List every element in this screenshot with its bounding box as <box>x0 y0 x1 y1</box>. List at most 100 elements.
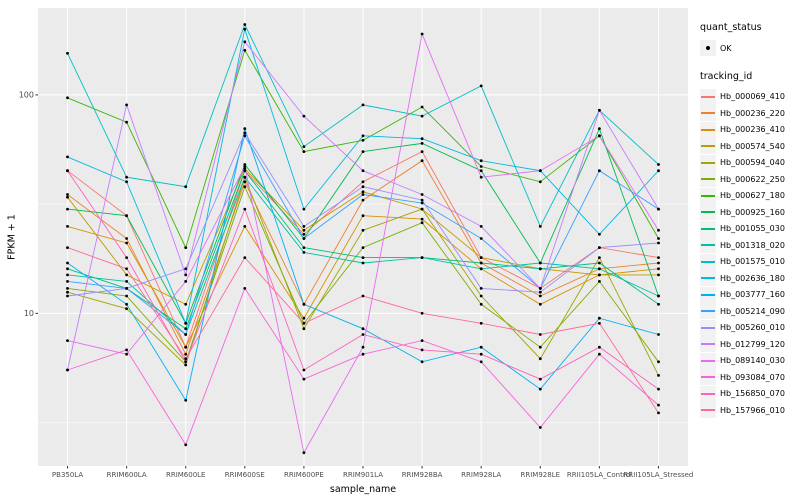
data-point <box>479 294 483 298</box>
legend-label: Hb_000574_540 <box>720 141 785 151</box>
data-point <box>125 280 128 283</box>
data-point <box>598 127 601 131</box>
data-point <box>302 368 306 372</box>
data-point <box>243 165 247 168</box>
data-point <box>66 267 69 271</box>
data-point <box>657 207 660 211</box>
data-point <box>125 267 128 271</box>
data-point <box>598 108 601 112</box>
legend-label: Hb_005214_090 <box>720 306 785 316</box>
data-point <box>361 333 365 336</box>
data-point <box>479 256 483 259</box>
data-point <box>420 311 424 315</box>
legend-item: Hb_000236_220 <box>700 105 800 122</box>
legend-label: Hb_003777_160 <box>720 290 785 300</box>
data-point <box>66 339 69 342</box>
legend-label: Hb_157966_010 <box>720 405 785 415</box>
legend-label: OK <box>720 43 732 53</box>
series-line-icon <box>700 204 716 221</box>
data-point <box>479 321 483 325</box>
x-tick-label: RRIM928LA <box>461 471 501 479</box>
series-line-icon <box>700 88 716 105</box>
legend-label: Hb_000236_220 <box>720 108 785 118</box>
data-point <box>538 387 542 391</box>
data-point <box>243 23 247 26</box>
data-point <box>184 398 188 402</box>
data-point <box>125 237 128 240</box>
legend-item: Hb_000236_410 <box>700 121 800 139</box>
series-line-icon <box>700 253 716 270</box>
data-point <box>420 201 424 205</box>
data-point <box>243 175 247 179</box>
data-point <box>598 267 601 271</box>
legend-label: Hb_002636_180 <box>720 273 785 283</box>
data-point <box>420 217 424 221</box>
data-point <box>125 241 128 245</box>
legend-item: Hb_003777_160 <box>700 286 800 304</box>
data-point <box>538 345 542 349</box>
data-point <box>125 302 128 306</box>
x-tick-label: PB350LA <box>52 471 83 479</box>
data-point <box>479 237 483 240</box>
data-point <box>538 357 542 361</box>
data-point <box>420 105 424 109</box>
data-point <box>657 411 660 415</box>
data-point <box>479 84 483 88</box>
data-point <box>598 134 601 138</box>
data-point <box>657 261 660 265</box>
data-point <box>66 96 69 100</box>
data-point <box>657 237 660 240</box>
x-tick-label: RRIM600SE <box>225 471 265 479</box>
data-point <box>361 150 365 154</box>
data-point <box>66 246 69 250</box>
y-tick-label: 100 <box>19 91 34 100</box>
data-point <box>302 232 306 236</box>
ok-point-icon <box>700 40 716 57</box>
data-point <box>361 327 365 331</box>
data-point <box>302 237 306 240</box>
data-point <box>657 387 660 391</box>
series-line-icon <box>700 385 716 402</box>
data-point <box>657 228 660 232</box>
data-point <box>243 40 247 44</box>
legend-label: Hb_000594_040 <box>720 158 785 168</box>
data-point <box>302 316 306 320</box>
data-point <box>361 180 365 184</box>
legend-title-tracking-id: tracking_id <box>700 70 753 82</box>
series-line-icon <box>700 187 716 204</box>
legend-item: Hb_012799_120 <box>700 336 800 353</box>
data-point <box>479 345 483 349</box>
data-point <box>302 251 306 254</box>
data-point <box>243 163 247 166</box>
data-point <box>420 339 424 342</box>
data-point <box>361 345 365 349</box>
data-point <box>657 302 660 306</box>
data-point <box>184 360 188 364</box>
data-point <box>184 302 188 306</box>
data-point <box>302 114 306 118</box>
data-point <box>361 185 365 189</box>
data-point <box>184 333 188 336</box>
data-point <box>598 316 601 320</box>
legend-label: Hb_000627_180 <box>720 191 785 201</box>
data-point <box>361 256 365 259</box>
data-point <box>125 273 128 277</box>
data-point <box>66 169 69 173</box>
legend-item: Hb_001575_010 <box>700 253 800 271</box>
data-point <box>538 180 542 184</box>
data-point <box>420 207 424 211</box>
data-point <box>538 261 542 265</box>
x-tick-label: RRIM600PE <box>284 471 324 479</box>
data-point <box>66 155 69 159</box>
data-point <box>479 352 483 356</box>
data-point <box>598 256 601 259</box>
data-point <box>420 114 424 118</box>
data-point <box>479 175 483 179</box>
data-point <box>538 287 542 290</box>
data-point <box>479 267 483 271</box>
data-point <box>302 451 306 455</box>
data-point <box>243 256 247 259</box>
data-point <box>184 321 188 325</box>
series-line-icon <box>700 270 716 287</box>
